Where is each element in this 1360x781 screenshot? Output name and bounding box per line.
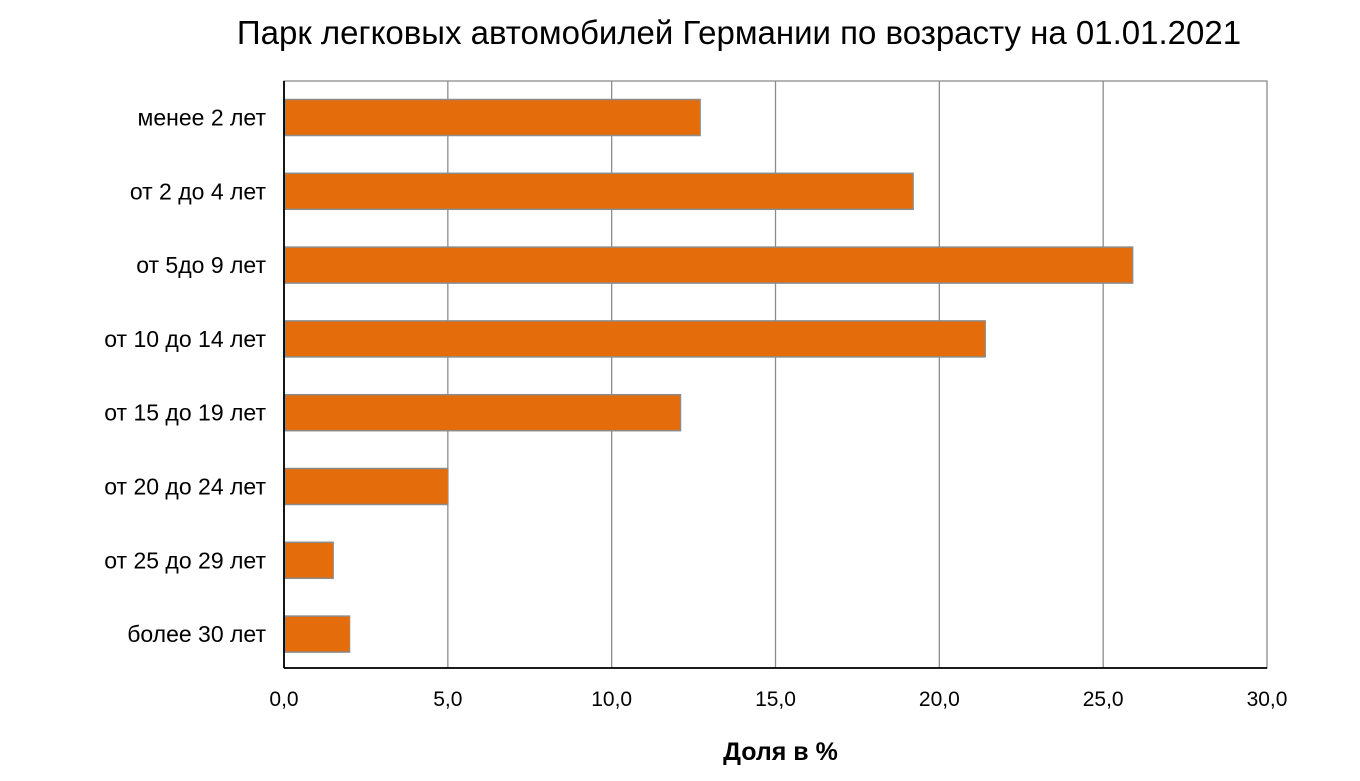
bar-2 — [283, 246, 1134, 284]
chart-title: Парк легковых автомобилей Германии по во… — [236, 14, 1242, 51]
category-label-7: более 30 лет — [127, 621, 266, 647]
category-label-0: менее 2 лет — [138, 105, 267, 131]
bar-4 — [283, 393, 682, 432]
category-label-4: от 15 до 19 лет — [104, 400, 266, 426]
category-label-3: от 10 до 14 лет — [104, 326, 266, 352]
category-label-1: от 2 до 4 лет — [130, 178, 267, 204]
bar-0 — [283, 98, 701, 137]
category-label-6: от 25 до 29 лет — [104, 547, 266, 573]
bar-1 — [283, 172, 914, 211]
category-label-5: от 20 до 24 лет — [104, 474, 266, 500]
bar-6 — [283, 541, 334, 580]
x-tick-label-2: 10,0 — [591, 688, 632, 711]
bars-layer — [283, 98, 1134, 653]
bar-3 — [283, 320, 986, 358]
x-axis-title: Доля в % — [723, 738, 838, 766]
category-label-2: от 5до 9 лет — [136, 252, 266, 278]
x-tick-label-5: 25,0 — [1083, 688, 1124, 711]
x-tick-label-1: 5,0 — [433, 688, 462, 711]
axis-layer — [283, 80, 1268, 669]
labels-layer: менее 2 лет от 2 до 4 лет от 5до 9 лет от 1… — [104, 105, 1287, 712]
x-tick-label-3: 15,0 — [755, 688, 796, 711]
x-tick-label-0: 0,0 — [269, 688, 298, 711]
x-tick-label-4: 20,0 — [919, 688, 960, 711]
grid-layer — [447, 81, 1104, 668]
x-tick-label-6: 30,0 — [1247, 688, 1288, 711]
bar-5 — [283, 467, 449, 506]
bar-7 — [283, 615, 351, 653]
